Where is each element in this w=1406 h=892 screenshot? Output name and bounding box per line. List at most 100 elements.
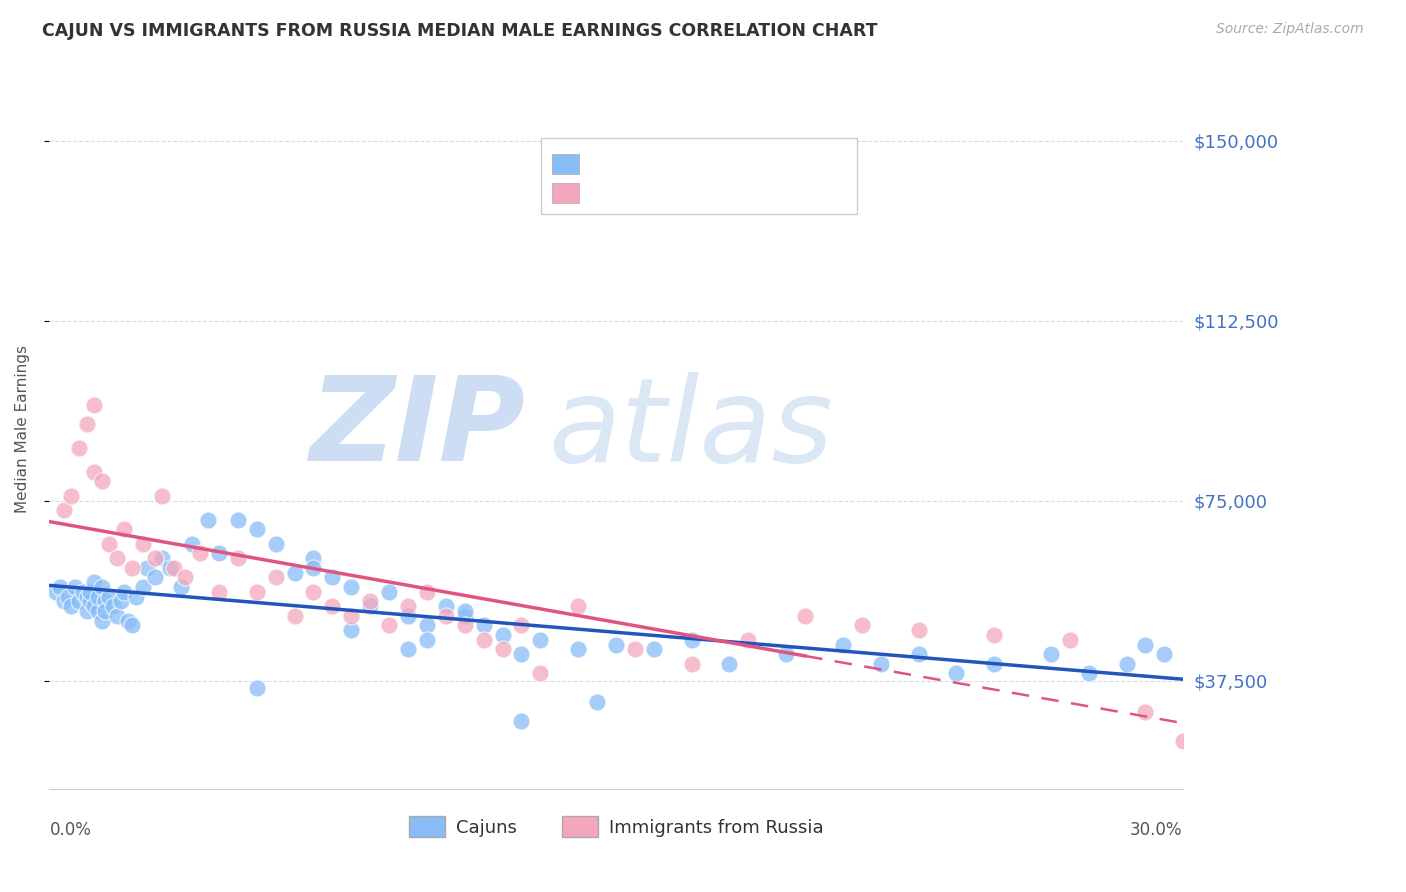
Point xyxy=(983,628,1005,642)
Point xyxy=(1135,705,1157,719)
Point xyxy=(121,560,143,574)
Point xyxy=(434,599,457,614)
Point xyxy=(472,632,495,647)
Point xyxy=(174,570,197,584)
Point xyxy=(321,570,343,584)
Point xyxy=(208,584,231,599)
Point xyxy=(94,594,117,608)
Point xyxy=(125,590,148,604)
Point xyxy=(510,647,533,661)
Point xyxy=(567,642,589,657)
Point xyxy=(132,537,155,551)
Text: ZIP: ZIP xyxy=(309,371,526,486)
Point xyxy=(454,618,477,632)
Point xyxy=(264,570,287,584)
Point xyxy=(83,465,105,479)
Y-axis label: Median Male Earnings: Median Male Earnings xyxy=(15,344,30,513)
Text: -0.334: -0.334 xyxy=(641,153,700,171)
Point xyxy=(246,681,269,695)
Point xyxy=(246,584,269,599)
Point xyxy=(143,551,166,566)
Point xyxy=(1115,657,1137,671)
Point xyxy=(72,584,94,599)
Point xyxy=(529,632,551,647)
Point xyxy=(302,584,325,599)
Point xyxy=(302,551,325,566)
Point xyxy=(340,623,363,637)
Point xyxy=(681,632,703,647)
Point xyxy=(416,632,439,647)
Point xyxy=(907,647,929,661)
Point xyxy=(90,614,112,628)
Point xyxy=(472,618,495,632)
Point xyxy=(624,642,647,657)
Point xyxy=(67,441,90,455)
Point xyxy=(794,608,817,623)
Point xyxy=(983,657,1005,671)
Point xyxy=(284,566,307,580)
Text: Source: ZipAtlas.com: Source: ZipAtlas.com xyxy=(1216,22,1364,37)
Point xyxy=(197,513,219,527)
Text: N =: N = xyxy=(716,183,752,201)
Point xyxy=(586,695,609,709)
Point xyxy=(945,666,967,681)
Point xyxy=(60,599,83,614)
Point xyxy=(851,618,873,632)
Point xyxy=(1059,632,1081,647)
Point xyxy=(136,560,159,574)
Point xyxy=(188,546,211,560)
Point xyxy=(94,604,117,618)
Point xyxy=(226,551,249,566)
Point xyxy=(340,580,363,594)
Point xyxy=(83,575,105,590)
Legend: Cajuns, Immigrants from Russia: Cajuns, Immigrants from Russia xyxy=(402,809,831,845)
Point xyxy=(90,475,112,489)
Point xyxy=(208,546,231,560)
Point xyxy=(396,608,419,623)
Point xyxy=(832,638,855,652)
Text: atlas: atlas xyxy=(548,372,832,485)
Point xyxy=(83,599,105,614)
Point xyxy=(45,584,67,599)
Point xyxy=(79,594,101,608)
Point xyxy=(567,599,589,614)
Point xyxy=(264,537,287,551)
Point xyxy=(83,398,105,412)
Point xyxy=(76,590,98,604)
Point xyxy=(181,537,204,551)
Text: 46: 46 xyxy=(759,183,782,201)
Point xyxy=(132,580,155,594)
Point xyxy=(98,590,121,604)
Point xyxy=(98,537,121,551)
Point xyxy=(359,594,381,608)
Point xyxy=(150,551,173,566)
Point xyxy=(67,594,90,608)
Point xyxy=(117,614,139,628)
Point xyxy=(321,599,343,614)
Point xyxy=(87,604,110,618)
Point xyxy=(112,522,135,536)
Point xyxy=(105,551,128,566)
Point xyxy=(76,604,98,618)
Point xyxy=(718,657,741,671)
Point xyxy=(1039,647,1062,661)
Point xyxy=(101,599,124,614)
Text: 0.0%: 0.0% xyxy=(49,821,91,839)
Text: N =: N = xyxy=(716,153,752,171)
Point xyxy=(87,590,110,604)
Text: 30.0%: 30.0% xyxy=(1129,821,1182,839)
Point xyxy=(491,642,513,657)
Point xyxy=(454,604,477,618)
Point xyxy=(510,618,533,632)
Point xyxy=(396,599,419,614)
Point xyxy=(65,580,87,594)
Point xyxy=(416,618,439,632)
Point xyxy=(775,647,797,661)
Text: 78: 78 xyxy=(759,153,782,171)
Text: R =: R = xyxy=(593,153,628,171)
Point xyxy=(1135,638,1157,652)
Point xyxy=(143,570,166,584)
Point xyxy=(378,618,401,632)
Point xyxy=(529,666,551,681)
Point xyxy=(1173,733,1195,747)
